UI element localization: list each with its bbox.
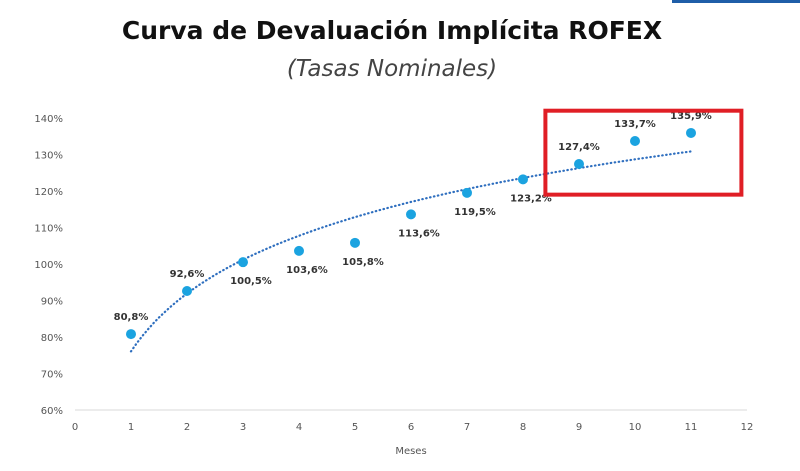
y-tick-label: 140%: [34, 114, 63, 125]
y-tick-label: 120%: [34, 187, 63, 198]
data-label: 92,6%: [170, 269, 205, 280]
y-tick-label: 90%: [41, 297, 63, 308]
data-point: [406, 209, 416, 220]
data-label: 133,7%: [614, 119, 656, 130]
data-point: [350, 237, 360, 248]
chart-subtitle: (Tasas Nominales): [286, 56, 498, 82]
data-point: [518, 174, 528, 185]
data-point: [686, 127, 696, 138]
y-tick-label: 80%: [41, 333, 63, 344]
data-label: 103,6%: [286, 265, 328, 276]
data-point: [126, 329, 136, 340]
x-tick-label: 7: [464, 422, 470, 433]
data-point: [462, 187, 472, 198]
data-point: [630, 135, 640, 146]
highlight-group: [543, 108, 744, 197]
data-label: 113,6%: [398, 228, 440, 239]
x-tick-label: 3: [240, 422, 246, 433]
x-tick-label: 9: [576, 422, 582, 433]
data-label: 105,8%: [342, 257, 384, 268]
data-label: 119,5%: [454, 207, 496, 218]
x-tick-label: 6: [408, 422, 414, 433]
data-label: 80,8%: [114, 312, 149, 323]
x-tick-label: 11: [685, 422, 698, 433]
trendline-group: [129, 150, 693, 353]
points-group: [126, 127, 696, 340]
highlight-box: [543, 108, 744, 197]
data-label: 100,5%: [230, 276, 272, 287]
x-tick-label: 8: [520, 422, 526, 433]
x-tick-label: 0: [72, 422, 78, 433]
y-tick-label: 70%: [41, 370, 63, 381]
x-tick-label: 12: [741, 422, 754, 433]
data-point: [574, 158, 584, 169]
chart-axes: 60%70%80%90%100%110%120%130%140%0 1 2 3 4 5 6 7…: [34, 114, 753, 433]
y-tick-label: 110%: [34, 224, 63, 235]
y-tick-label: 130%: [34, 151, 63, 162]
data-label: 127,4%: [558, 142, 600, 153]
x-tick-label: 4: [296, 422, 302, 433]
chart-title: Curva de Devaluación Implícita ROFEX: [121, 16, 663, 45]
trendline: [129, 150, 693, 353]
x-tick-label: 5: [352, 422, 358, 433]
y-tick-label: 100%: [34, 260, 63, 271]
data-point: [182, 286, 192, 297]
x-tick-label: 2: [184, 422, 190, 433]
data-labels-group: 80,8% 92,6% 100,5% 103,6% 105,8% 113,6% 119,5%…: [114, 111, 712, 323]
data-label: 135,9%: [670, 111, 712, 122]
x-axis-title: Meses: [395, 446, 426, 457]
data-point: [238, 257, 248, 268]
data-point: [294, 245, 304, 256]
x-tick-label: 1: [128, 422, 134, 433]
top-accent-bar: [672, 0, 800, 3]
x-tick-label: 10: [629, 422, 642, 433]
data-label: 123,2%: [510, 193, 552, 204]
y-tick-label: 60%: [41, 406, 63, 417]
